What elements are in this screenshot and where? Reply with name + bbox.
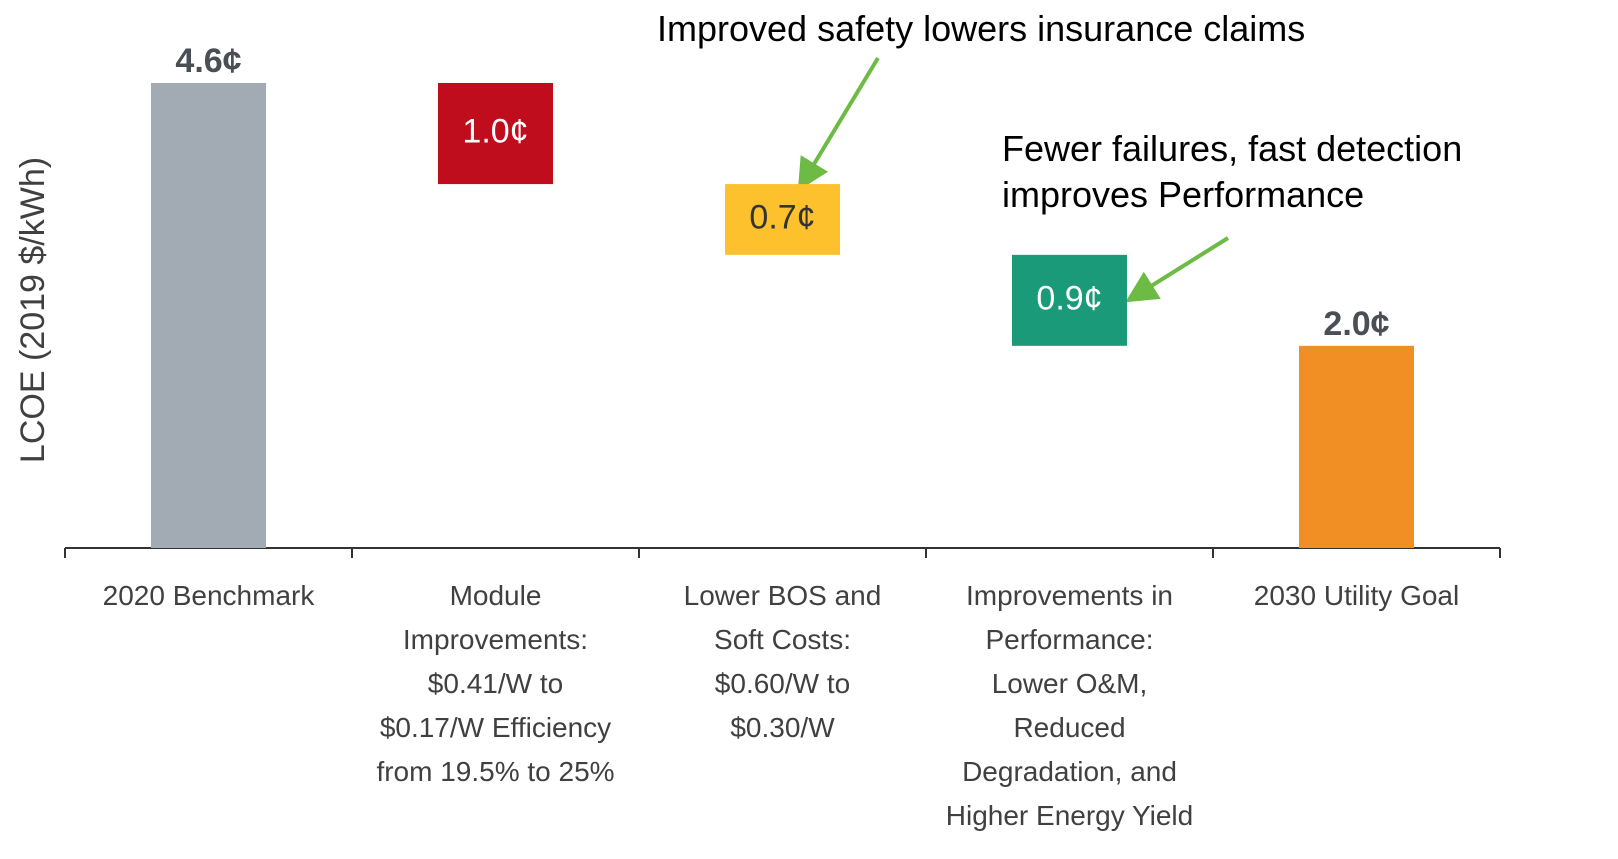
bar <box>438 83 553 185</box>
bar <box>725 184 840 255</box>
value-label: 1.0¢ <box>462 113 528 151</box>
annotation: Fewer failures, fast detection improves … <box>1002 128 1463 215</box>
bar <box>1299 345 1414 548</box>
x-tick-label: 2020 Benchmark <box>102 580 315 611</box>
bar <box>151 83 266 548</box>
x-tick-label: Lower BOS and Soft Costs: $0.60/W to $0.… <box>683 580 882 743</box>
arrow <box>797 56 880 191</box>
x-tick-label: Improvements in Performance: Lower O&M, … <box>945 580 1194 831</box>
value-label: 0.9¢ <box>1036 279 1102 317</box>
value-label: 4.6¢ <box>175 42 241 80</box>
annotation: Improved safety lowers insurance claims <box>657 8 1306 49</box>
bar <box>1012 254 1127 346</box>
value-label: 2.0¢ <box>1323 305 1389 343</box>
x-tick-label: Module Improvements: $0.41/W to $0.17/W … <box>376 580 615 787</box>
value-label: 0.7¢ <box>749 198 815 236</box>
x-tick-label: 2030 Utility Goal <box>1253 580 1460 611</box>
arrow <box>1125 236 1230 303</box>
y-axis-label: LCOE (2019 $/kWh) <box>14 157 52 463</box>
